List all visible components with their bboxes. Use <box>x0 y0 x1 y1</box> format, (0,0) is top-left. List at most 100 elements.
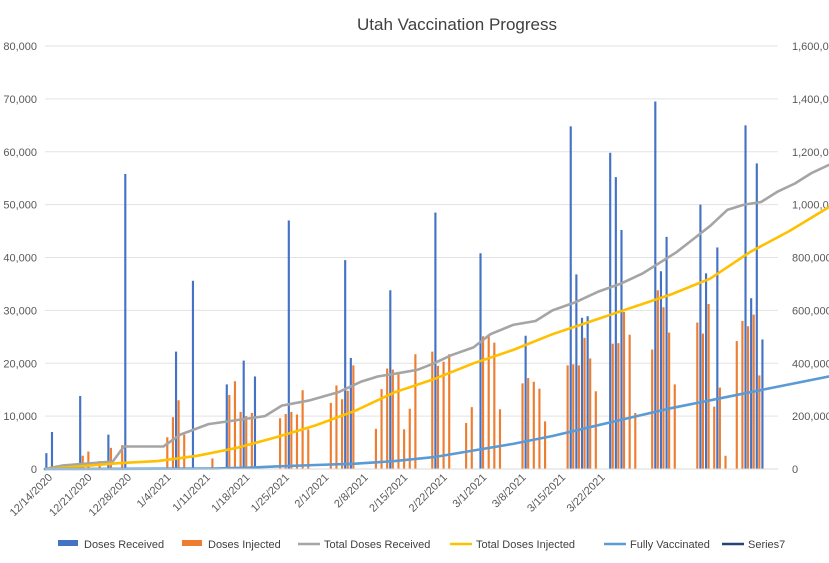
doses-injected-bar <box>81 455 84 469</box>
doses-injected-bar <box>521 383 524 469</box>
left-tick-label: 30,000 <box>3 305 37 317</box>
doses-injected-bar <box>487 334 490 469</box>
doses-injected-bar <box>673 384 676 469</box>
doses-injected-bar <box>408 408 411 469</box>
doses-injected-bar <box>724 455 727 469</box>
doses-injected-bar <box>228 394 231 469</box>
doses-received-bar <box>609 152 612 469</box>
right-tick-label: 600,000 <box>792 305 829 317</box>
total-doses-received-line <box>43 163 829 471</box>
doses-injected-bar <box>391 369 394 469</box>
doses-injected-bar <box>538 388 541 469</box>
doses-injected-bar <box>662 307 665 469</box>
doses-received-bar <box>253 376 257 469</box>
doses-injected-bar <box>465 422 468 469</box>
doses-injected-bar <box>566 365 569 469</box>
doses-injected-bar <box>166 437 169 469</box>
right-tick-label: 1,600,000 <box>792 41 829 53</box>
right-tick-label: 1,400,000 <box>792 94 829 106</box>
doses-injected-bar <box>278 418 282 469</box>
left-tick-label: 10,000 <box>3 411 37 423</box>
lines <box>43 163 829 471</box>
legend-entry: Doses Received <box>84 539 164 551</box>
doses-injected-bar <box>335 385 338 469</box>
right-tick-label: 800,000 <box>792 253 829 265</box>
doses-injected-bar <box>386 368 389 469</box>
doses-injected-bar <box>183 434 186 469</box>
doses-injected-bar <box>718 387 721 469</box>
doses-received-bar <box>575 274 578 469</box>
doses-injected-bar <box>121 445 124 469</box>
doses-injected-bar <box>295 414 299 469</box>
left-tick-label: 70,000 <box>3 94 37 106</box>
doses-received-bar <box>225 384 228 469</box>
doses-injected-bar <box>577 365 580 469</box>
doses-injected-bar <box>352 365 355 469</box>
doses-injected-bar <box>622 311 626 469</box>
legend-swatch <box>182 540 202 546</box>
right-axis: 0 200,000 400,000 600,000 800,000 1,000,000 1,… <box>792 41 829 476</box>
legend-entry: Series7 <box>748 539 785 551</box>
doses-injected-bar <box>668 332 671 469</box>
doses-received-bar <box>344 260 347 469</box>
doses-injected-bar <box>611 343 614 469</box>
doses-injected-bar <box>448 354 451 469</box>
doses-received-bar <box>107 434 110 469</box>
doses-injected-bar <box>346 390 349 469</box>
doses-injected-bar <box>397 374 400 469</box>
doses-injected-bar <box>341 399 344 469</box>
doses-injected-bar <box>735 341 738 469</box>
doses-injected-bar <box>109 447 112 469</box>
doses-injected-bar <box>211 458 214 469</box>
left-tick-label: 60,000 <box>3 147 37 159</box>
right-tick-label: 1,200,000 <box>792 147 829 159</box>
left-axis: 0 10,000 20,000 30,000 40,000 50,000 60,000 70,… <box>3 41 37 476</box>
doses-injected-bar <box>589 358 592 469</box>
doses-injected-bar <box>628 334 631 469</box>
legend-swatch <box>58 540 78 546</box>
gridlines <box>45 45 778 417</box>
doses-injected-bar <box>656 290 659 469</box>
doses-injected-bar <box>527 378 530 469</box>
right-tick-label: 1,000,000 <box>792 200 829 212</box>
doses-injected-bar <box>572 364 575 469</box>
legend-entry: Total Doses Received <box>324 539 430 551</box>
legend-entry: Total Doses Injected <box>476 539 575 551</box>
doses-received-bar <box>704 273 708 469</box>
doses-received-bar <box>665 236 668 469</box>
right-tick-label: 200,000 <box>792 411 829 423</box>
doses-injected-bar <box>233 381 237 469</box>
doses-injected-bar <box>329 402 332 469</box>
doses-injected-bar <box>470 407 473 469</box>
doses-injected-bar <box>380 389 383 469</box>
left-tick-label: 0 <box>31 464 37 476</box>
doses-injected-bar <box>651 349 654 469</box>
legend-entry: Doses Injected <box>208 539 281 551</box>
doses-injected-bar <box>758 375 761 469</box>
legend: Doses Received Doses Injected Total Doses … <box>58 539 785 551</box>
doses-injected-bar <box>250 412 253 469</box>
doses-received-bar <box>434 212 437 469</box>
doses-injected-bar <box>713 406 716 469</box>
doses-received-bar <box>620 230 623 469</box>
doses-received-bar <box>580 317 584 469</box>
right-tick-label: 400,000 <box>792 358 829 370</box>
doses-received-bar <box>174 351 178 469</box>
doses-injected-bar <box>481 336 485 469</box>
doses-received-bar <box>389 290 392 469</box>
doses-received-bar <box>716 247 719 469</box>
doses-received-bar <box>699 204 702 469</box>
doses-injected-bar <box>583 337 586 469</box>
doses-received-bar <box>287 220 290 469</box>
doses-injected-bar <box>493 342 496 469</box>
doses-received-bar <box>50 431 54 469</box>
doses-received-bar <box>614 177 617 469</box>
doses-injected-bar <box>696 322 699 469</box>
doses-received-bar <box>654 101 657 470</box>
doses-injected-bar <box>290 411 293 469</box>
doses-injected-bar <box>707 304 710 469</box>
doses-received-bar <box>744 125 747 469</box>
doses-injected-bar <box>374 428 377 469</box>
doses-received-bar <box>755 163 758 469</box>
